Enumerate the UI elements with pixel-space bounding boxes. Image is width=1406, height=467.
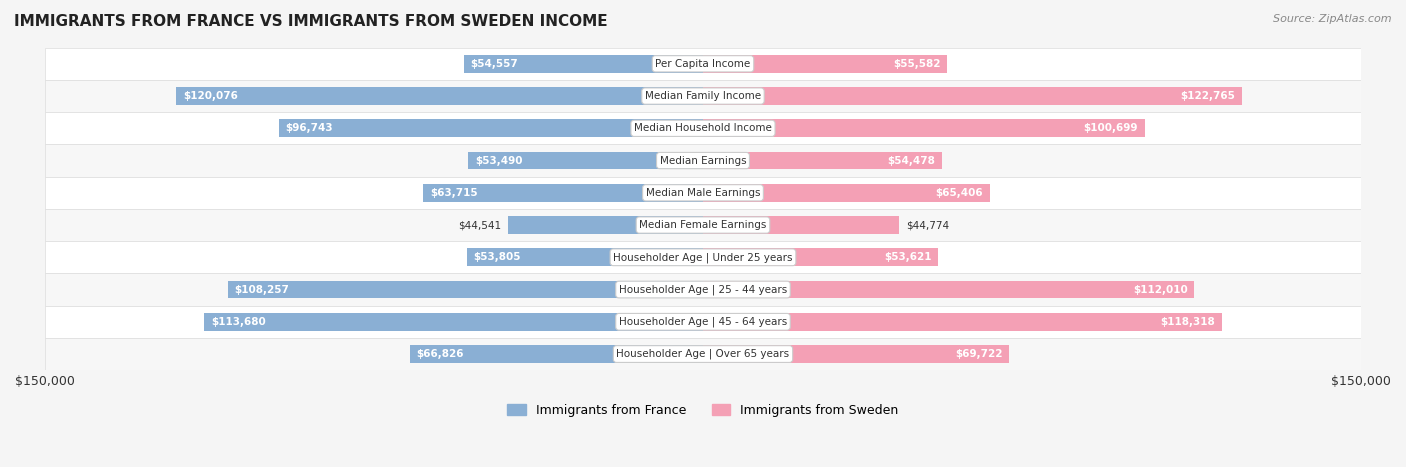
Text: Median Male Earnings: Median Male Earnings [645,188,761,198]
Text: $44,541: $44,541 [458,220,501,230]
Text: $113,680: $113,680 [211,317,266,327]
Text: Householder Age | 25 - 44 years: Householder Age | 25 - 44 years [619,284,787,295]
Bar [703,120,1144,137]
Text: $53,621: $53,621 [884,252,932,262]
Text: Per Capita Income: Per Capita Income [655,59,751,69]
Bar [703,248,938,266]
Text: $53,805: $53,805 [474,252,522,262]
Text: $65,406: $65,406 [936,188,983,198]
Bar [508,216,703,234]
Bar [703,345,1010,363]
Text: $44,774: $44,774 [905,220,949,230]
Bar [228,281,703,298]
Bar [45,209,1361,241]
Bar [45,241,1361,274]
Bar [703,313,1222,331]
Bar [278,120,703,137]
Bar [703,281,1195,298]
Bar [45,112,1361,144]
Bar [45,306,1361,338]
Bar [703,152,942,170]
Text: Median Female Earnings: Median Female Earnings [640,220,766,230]
Text: Householder Age | Over 65 years: Householder Age | Over 65 years [616,349,790,359]
Bar [204,313,703,331]
Text: $54,478: $54,478 [887,156,935,166]
Text: $63,715: $63,715 [430,188,478,198]
Bar [464,55,703,73]
Text: $53,490: $53,490 [475,156,523,166]
Bar [468,152,703,170]
Text: $96,743: $96,743 [285,123,333,133]
Bar [703,184,990,202]
Text: $108,257: $108,257 [235,284,290,295]
Text: $55,582: $55,582 [893,59,941,69]
Text: $118,318: $118,318 [1161,317,1216,327]
Text: Median Earnings: Median Earnings [659,156,747,166]
Bar [176,87,703,105]
Bar [703,216,900,234]
Text: Source: ZipAtlas.com: Source: ZipAtlas.com [1274,14,1392,24]
Bar [45,177,1361,209]
Text: Householder Age | 45 - 64 years: Householder Age | 45 - 64 years [619,317,787,327]
Text: $120,076: $120,076 [183,91,238,101]
Text: $100,699: $100,699 [1084,123,1139,133]
Text: $69,722: $69,722 [955,349,1002,359]
Text: Householder Age | Under 25 years: Householder Age | Under 25 years [613,252,793,262]
Bar [467,248,703,266]
Text: $66,826: $66,826 [416,349,464,359]
Bar [409,345,703,363]
Bar [45,144,1361,177]
Bar [45,80,1361,112]
Text: IMMIGRANTS FROM FRANCE VS IMMIGRANTS FROM SWEDEN INCOME: IMMIGRANTS FROM FRANCE VS IMMIGRANTS FRO… [14,14,607,29]
Legend: Immigrants from France, Immigrants from Sweden: Immigrants from France, Immigrants from … [502,399,904,422]
Text: $54,557: $54,557 [470,59,517,69]
Text: Median Household Income: Median Household Income [634,123,772,133]
Bar [45,338,1361,370]
Bar [45,274,1361,306]
Bar [423,184,703,202]
Bar [703,87,1241,105]
Text: Median Family Income: Median Family Income [645,91,761,101]
Bar [703,55,946,73]
Bar [45,48,1361,80]
Text: $122,765: $122,765 [1180,91,1234,101]
Text: $112,010: $112,010 [1133,284,1188,295]
